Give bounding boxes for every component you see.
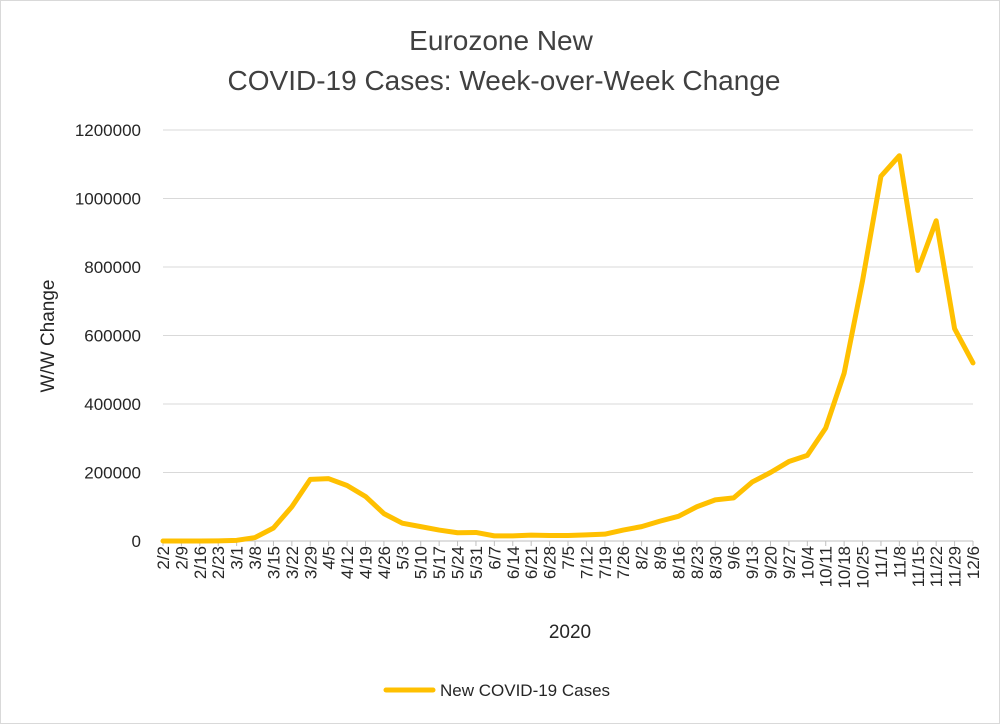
x-tick-label: 8/30	[706, 546, 725, 579]
x-tick-label: 8/2	[633, 546, 652, 570]
x-tick-label: 7/26	[614, 546, 633, 579]
x-tick-label: 10/18	[835, 546, 854, 589]
x-tick-label: 9/13	[743, 546, 762, 579]
x-tick-label: 9/6	[725, 546, 744, 570]
x-tick-label: 10/11	[817, 546, 836, 587]
x-tick-label: 9/20	[762, 546, 781, 579]
x-tick-label: 2/23	[209, 546, 228, 579]
chart-title-line-1: Eurozone New	[409, 25, 593, 56]
legend-label: New COVID-19 Cases	[440, 681, 610, 700]
x-tick-label: 2/16	[191, 546, 210, 579]
y-tick-label: 800000	[84, 258, 141, 277]
x-tick-label: 11/15	[909, 546, 928, 587]
x-tick-label: 11/29	[946, 546, 965, 587]
x-tick-label: 8/23	[688, 546, 707, 579]
y-tick-label: 600000	[84, 327, 141, 346]
x-tick-label: 4/5	[320, 546, 339, 570]
x-tick-label: 8/9	[651, 546, 670, 570]
x-tick-label: 11/1	[872, 546, 891, 578]
y-tick-label: 1000000	[75, 190, 141, 209]
x-tick-label: 6/7	[485, 546, 504, 570]
x-tick-label: 5/17	[430, 546, 449, 579]
x-tick-label: 12/6	[964, 546, 983, 579]
x-tick-label: 8/16	[669, 546, 688, 579]
x-tick-label: 11/8	[890, 546, 909, 578]
x-tick-label: 4/19	[357, 546, 376, 579]
x-tick-label: 4/12	[338, 546, 357, 579]
x-tick-label: 3/8	[246, 546, 265, 570]
x-tick-label: 7/12	[577, 546, 596, 579]
x-tick-label: 2/9	[172, 546, 191, 570]
x-tick-label: 7/5	[559, 546, 578, 570]
x-tick-label: 5/3	[393, 546, 412, 570]
y-axis-ticks: 0 200000 400000 600000 800000 1000000 1200000	[75, 121, 141, 551]
x-tick-label: 10/4	[798, 546, 817, 579]
x-tick-label: 6/28	[541, 546, 560, 579]
chart-title-line-2: COVID-19 Cases: Week-over-Week Change	[228, 65, 781, 96]
series-line-new-covid-19-cases	[160, 153, 976, 544]
x-tick-label: 10/25	[854, 546, 873, 589]
x-tick-label: 5/24	[449, 546, 468, 579]
y-axis-title: W/W Change	[38, 280, 59, 393]
y-tick-label: 400000	[84, 395, 141, 414]
y-tick-label: 1200000	[75, 121, 141, 140]
x-tick-label: 3/29	[301, 546, 320, 579]
x-tick-label: 3/22	[283, 546, 302, 579]
y-tick-label: 200000	[84, 464, 141, 483]
x-tick-label: 4/26	[375, 546, 394, 579]
x-tick-label: 3/15	[264, 546, 283, 579]
x-tick-label: 6/21	[522, 546, 541, 579]
x-tick-label: 11/22	[927, 546, 946, 587]
x-tick-label: 2/2	[154, 546, 173, 570]
x-axis-ticks: 2/2 2/9 2/16 2/23 3/1 3/8 3/15 3/22 3/29 4/5 4/12 4…	[154, 541, 983, 589]
x-tick-label: 6/14	[504, 546, 523, 579]
x-tick-label: 3/1	[228, 546, 247, 570]
x-tick-label: 7/19	[596, 546, 615, 579]
x-tick-label: 5/31	[467, 546, 486, 579]
x-axis-title: 2020	[549, 622, 591, 643]
gridlines	[163, 129, 973, 542]
legend: New COVID-19 Cases	[383, 681, 610, 700]
x-tick-label: 9/27	[780, 546, 799, 579]
y-tick-label: 0	[132, 532, 141, 551]
x-tick-label: 5/10	[412, 546, 431, 579]
